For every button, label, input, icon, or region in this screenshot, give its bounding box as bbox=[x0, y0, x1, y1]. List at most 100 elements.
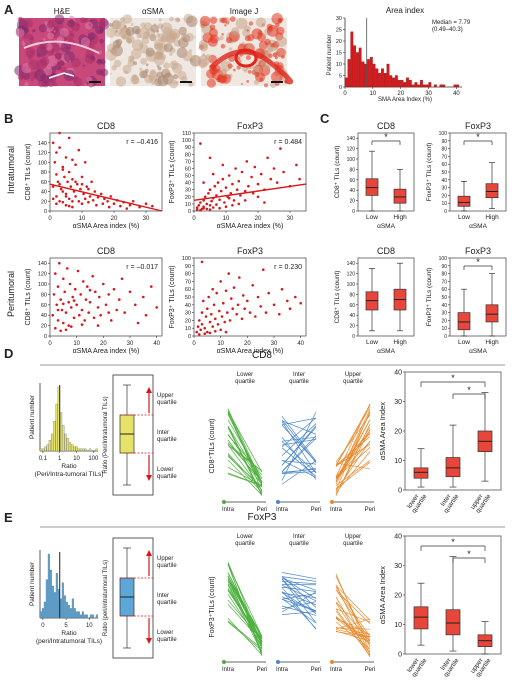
y-tick-label: 100 bbox=[182, 256, 191, 262]
tissue-texture bbox=[221, 33, 224, 36]
patient-line bbox=[281, 441, 317, 474]
data-point bbox=[66, 180, 69, 184]
data-point bbox=[199, 201, 202, 204]
data-point bbox=[58, 146, 61, 149]
x-tick-label: 10 bbox=[223, 216, 230, 222]
tissue-texture bbox=[255, 17, 266, 28]
histogram-bar bbox=[378, 73, 382, 88]
data-point bbox=[74, 195, 77, 198]
y-tick-label: 20 bbox=[185, 318, 191, 324]
group-axis-dot bbox=[330, 500, 334, 504]
ratio-histogram-foxp3: 0 5 10 Patient number Ratio(peri/Intratumora… bbox=[29, 550, 102, 645]
data-point bbox=[212, 303, 216, 307]
data-point bbox=[107, 311, 110, 314]
histogram-bar bbox=[49, 569, 52, 619]
y-tick-label: 80 bbox=[349, 167, 355, 173]
y-tick-label: 100 bbox=[38, 160, 47, 166]
category-label: High bbox=[485, 339, 499, 346]
patient-line bbox=[335, 429, 371, 495]
tissue-texture bbox=[82, 64, 86, 68]
tissue-texture bbox=[88, 23, 91, 26]
schematic-label: quartile bbox=[157, 437, 177, 443]
tissue-texture bbox=[199, 15, 211, 27]
histogram-bar bbox=[383, 73, 387, 88]
tissue-texture bbox=[24, 27, 30, 33]
category-label: High bbox=[393, 214, 407, 221]
tissue-texture bbox=[202, 53, 206, 57]
y-tick-label: 60 bbox=[41, 303, 47, 309]
patient-line bbox=[227, 456, 263, 488]
row-label-intratumoral: Intratumoral bbox=[6, 146, 16, 194]
data-point bbox=[51, 141, 55, 145]
tissue-texture bbox=[276, 47, 286, 58]
y-tick-label: 20 bbox=[41, 199, 47, 205]
tissue-texture bbox=[84, 83, 87, 86]
y-tick-label: 100 bbox=[182, 138, 191, 144]
histogram-median: Median = 7.79 bbox=[432, 20, 471, 26]
y-tick-label: 60 bbox=[349, 303, 355, 309]
histogram-bar bbox=[77, 448, 81, 452]
patient-line bbox=[281, 591, 317, 629]
patient-line bbox=[227, 411, 263, 484]
x-tick-label: 10 bbox=[73, 341, 80, 347]
plot-title: FoxP3 bbox=[237, 246, 263, 256]
data-point bbox=[64, 195, 68, 198]
tissue-texture bbox=[209, 24, 216, 31]
x-tick-label: 10 bbox=[79, 216, 86, 222]
category-label: Low bbox=[366, 339, 378, 346]
y-axis-label: CD8⁺TILs (count) bbox=[209, 418, 216, 473]
data-point bbox=[236, 303, 240, 307]
data-point bbox=[199, 142, 202, 145]
data-point bbox=[67, 136, 71, 140]
data-point bbox=[215, 291, 218, 295]
schematic-label: Lower bbox=[157, 630, 173, 636]
correlation-r: r = –0.416 bbox=[126, 139, 158, 146]
y-tick-label: 50 bbox=[185, 174, 191, 180]
data-point bbox=[253, 165, 257, 169]
tissue-texture bbox=[28, 59, 39, 71]
data-point bbox=[272, 303, 276, 307]
tissue-texture bbox=[224, 24, 227, 27]
tissue-texture bbox=[248, 21, 254, 26]
data-point bbox=[238, 276, 241, 279]
y-axis-label: FoxP3⁺ TILs (count) bbox=[426, 143, 433, 202]
significance-star: * bbox=[384, 132, 388, 142]
row-label-peritumoral: Peritumoral bbox=[6, 271, 16, 317]
patient-line bbox=[227, 563, 263, 637]
data-point bbox=[204, 315, 208, 318]
significance-star: * bbox=[451, 373, 455, 383]
histogram-bar bbox=[344, 77, 348, 88]
panel-letter-c: C bbox=[320, 111, 330, 126]
y-tick-label: 100 bbox=[38, 282, 47, 288]
data-point bbox=[80, 175, 84, 179]
data-point bbox=[288, 307, 292, 311]
tissue-texture bbox=[30, 77, 34, 82]
data-point bbox=[219, 280, 222, 283]
y-axis-label: CD8⁺ TILs (count) bbox=[25, 269, 32, 326]
y-axis-label: FoxP3⁺ TILs (count) bbox=[169, 140, 176, 203]
patient-line bbox=[227, 604, 263, 643]
tissue-texture bbox=[105, 27, 117, 38]
patient-line bbox=[335, 585, 371, 621]
data-point bbox=[72, 190, 76, 193]
x-tick-label: Intra bbox=[330, 507, 343, 513]
data-point bbox=[87, 311, 90, 314]
patient-line bbox=[281, 592, 317, 614]
data-point bbox=[84, 298, 88, 301]
tissue-texture bbox=[34, 69, 47, 82]
box-body bbox=[485, 183, 499, 199]
data-point bbox=[96, 324, 100, 327]
data-point bbox=[228, 319, 232, 322]
tissue-texture bbox=[169, 16, 175, 22]
data-point bbox=[200, 323, 204, 326]
x-tick-label: 5 bbox=[64, 623, 68, 629]
patient-line bbox=[281, 572, 317, 580]
tissue-texture bbox=[271, 13, 283, 25]
data-point bbox=[242, 294, 245, 297]
tissue-texture bbox=[160, 54, 167, 60]
patient-line bbox=[335, 426, 371, 482]
tissue-texture bbox=[94, 78, 97, 81]
data-point bbox=[92, 316, 96, 320]
data-point bbox=[224, 289, 228, 293]
tissue-texture bbox=[154, 54, 161, 60]
